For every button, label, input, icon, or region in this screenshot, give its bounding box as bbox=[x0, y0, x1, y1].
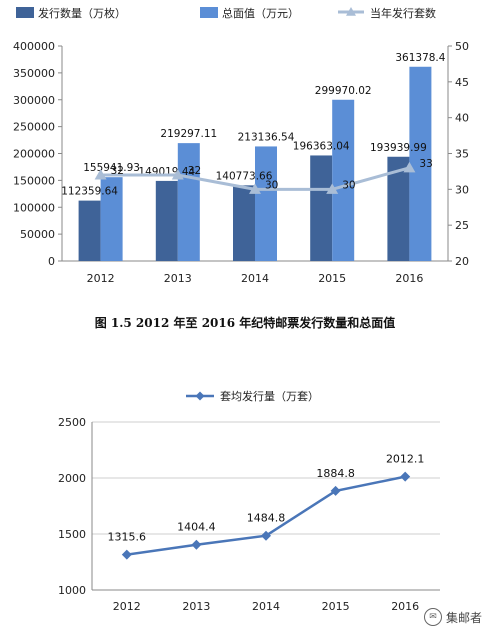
bar-data-label: 213136.54 bbox=[238, 131, 295, 143]
bar-face-value bbox=[100, 177, 123, 261]
line-data-label: 1484.8 bbox=[247, 512, 286, 525]
x-tick-label: 2016 bbox=[395, 272, 423, 285]
y-left-tick-label: 200000 bbox=[13, 148, 55, 161]
y-right-tick-label: 50 bbox=[455, 40, 469, 53]
line-data-label: 1404.4 bbox=[177, 521, 216, 534]
bar-quantity bbox=[233, 185, 255, 261]
bar-data-label: 299970.02 bbox=[315, 85, 372, 97]
line-data-label: 32 bbox=[111, 165, 124, 177]
bar-quantity bbox=[78, 200, 101, 261]
bar-data-label: 193939.99 bbox=[370, 142, 427, 154]
y-right-tick-label: 25 bbox=[455, 219, 469, 232]
y-left-tick-label: 350000 bbox=[13, 67, 55, 80]
y-left-tick-label: 250000 bbox=[13, 121, 55, 134]
x-tick-label: 2013 bbox=[182, 600, 210, 613]
y-left-tick-label: 100000 bbox=[13, 201, 55, 214]
line-point bbox=[94, 169, 107, 180]
line-data-label: 1884.8 bbox=[316, 467, 355, 480]
bar-data-label: 155941.93 bbox=[83, 162, 140, 174]
bar-data-label: 219297.11 bbox=[160, 128, 217, 140]
issue-chart: 0 50000 100000 150000 200000 250000 300000 3500… bbox=[13, 6, 469, 285]
legend-label: 发行数量（万枚） bbox=[38, 6, 126, 20]
bar-data-label: 112359.64 bbox=[61, 186, 118, 198]
line-data-label: 33 bbox=[419, 158, 432, 170]
legend-swatch bbox=[200, 7, 218, 18]
line-point bbox=[330, 485, 341, 496]
bar-quantity bbox=[387, 156, 410, 261]
y-left-tick-label: 400000 bbox=[13, 40, 55, 53]
line-data-label: 1315.6 bbox=[108, 531, 147, 544]
x-tick-label: 2014 bbox=[241, 272, 269, 285]
y-right-tick-label: 35 bbox=[455, 148, 469, 161]
bar-quantity bbox=[310, 155, 333, 261]
y-tick-label: 2500 bbox=[58, 416, 86, 429]
line-point bbox=[400, 471, 411, 482]
y-right-tick-label: 45 bbox=[455, 76, 469, 89]
line-point bbox=[403, 161, 416, 173]
figure-caption: 图 1.5 2012 年至 2016 年纪特邮票发行数量和总面值 bbox=[94, 316, 396, 330]
bar-quantity bbox=[155, 180, 178, 261]
x-tick-label: 2014 bbox=[252, 600, 280, 613]
watermark-logo-icon: ✉ bbox=[423, 608, 442, 626]
line-point bbox=[261, 530, 271, 541]
legend-label: 当年发行套数 bbox=[370, 6, 436, 20]
y-tick-label: 1500 bbox=[58, 528, 86, 541]
x-tick-label: 2015 bbox=[318, 272, 346, 285]
x-tick-label: 2016 bbox=[391, 600, 419, 613]
line-point bbox=[326, 183, 339, 194]
y-tick-label: 2000 bbox=[58, 472, 86, 485]
watermark-text: 集邮者 bbox=[445, 610, 482, 625]
legend-marker bbox=[346, 7, 356, 16]
watermark: ✉ 集邮者 bbox=[423, 608, 482, 626]
y-left-tick-label: 300000 bbox=[13, 94, 55, 107]
legend-label: 套均发行量（万套） bbox=[220, 389, 319, 403]
y-right-tick-label: 20 bbox=[455, 255, 469, 268]
y-tick-label: 1000 bbox=[58, 584, 86, 597]
y-left-tick-label: 50000 bbox=[20, 228, 55, 241]
legend-marker bbox=[195, 391, 205, 401]
line-point bbox=[121, 549, 132, 560]
line-data-label: 30 bbox=[265, 179, 278, 191]
line-point bbox=[249, 183, 261, 194]
y-left-tick-label: 0 bbox=[48, 255, 55, 268]
bar-face-value bbox=[177, 143, 200, 261]
average-issue-chart: 1000 1500 2000 2500 2012 2013 2014 2015 2016 1315… bbox=[58, 389, 440, 613]
bar-face-value bbox=[332, 99, 355, 261]
x-tick-label: 2012 bbox=[113, 600, 141, 613]
line-data-label: 32 bbox=[188, 165, 201, 177]
x-tick-label: 2013 bbox=[164, 272, 192, 285]
line-point bbox=[191, 539, 202, 550]
bar-data-label: 140773.66 bbox=[216, 170, 273, 182]
x-tick-label: 2012 bbox=[87, 272, 115, 285]
legend-swatch bbox=[16, 7, 34, 18]
y-right-tick-label: 30 bbox=[455, 183, 469, 196]
x-tick-label: 2015 bbox=[322, 600, 350, 613]
line-data-label: 2012.1 bbox=[386, 453, 425, 466]
bar-face-value bbox=[409, 66, 432, 261]
y-left-tick-label: 150000 bbox=[13, 174, 55, 187]
bar-data-label: 196363.04 bbox=[293, 140, 350, 152]
y-right-tick-label: 40 bbox=[455, 112, 469, 125]
bar-data-label: 361378.4 bbox=[395, 52, 445, 64]
legend-label: 总面值（万元） bbox=[222, 6, 299, 20]
bar-face-value bbox=[255, 146, 277, 261]
line-point bbox=[171, 169, 184, 180]
line-data-label: 30 bbox=[342, 179, 355, 191]
